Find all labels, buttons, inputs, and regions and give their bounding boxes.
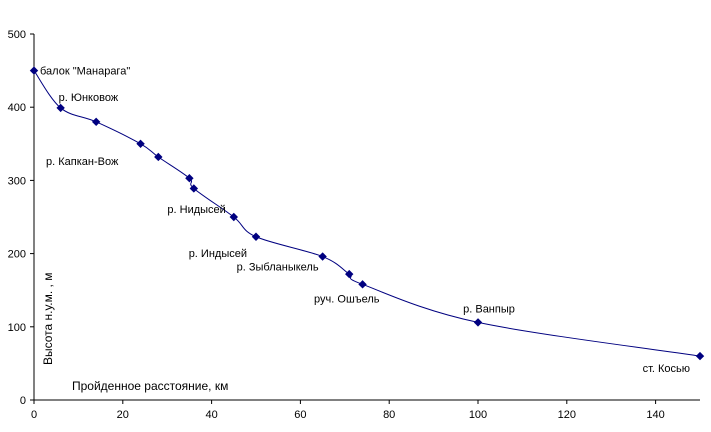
y-tick-label: 0 xyxy=(20,395,26,407)
x-tick-label: 140 xyxy=(646,409,664,421)
x-tick-label: 100 xyxy=(469,409,487,421)
y-tick-label: 500 xyxy=(8,29,26,41)
data-point-marker xyxy=(473,318,483,327)
data-point-marker xyxy=(229,212,239,222)
x-axis-ticks: 0 20 40 60 80 100 120 140 xyxy=(31,400,665,421)
point-annotations: балок "Манарага" р. Юнковож р. Капкан-Вож р… xyxy=(40,66,690,375)
x-tick-label: 0 xyxy=(31,409,37,421)
data-point-marker xyxy=(345,269,354,279)
data-point-marker xyxy=(251,232,261,241)
elevation-series-line xyxy=(33,70,701,357)
point-annotation: ст. Косью xyxy=(643,363,690,375)
x-tick-label: 80 xyxy=(383,409,395,421)
y-tick-label: 300 xyxy=(8,175,26,187)
data-point-marker xyxy=(358,280,367,289)
data-point-markers xyxy=(29,66,705,361)
x-tick-label: 40 xyxy=(205,409,217,421)
point-annotation: р. Юнковож xyxy=(59,92,119,104)
x-tick-label: 60 xyxy=(294,409,306,421)
data-point-marker xyxy=(185,173,194,183)
x-axis-label: Пройденное расстояние, км xyxy=(72,379,228,393)
point-annotation: р. Зыбланыкель xyxy=(237,262,319,274)
data-point-marker xyxy=(154,152,163,162)
point-annotation: р. Индысей xyxy=(189,248,247,260)
point-annotation: балок "Манарага" xyxy=(40,66,130,78)
x-tick-label: 20 xyxy=(117,409,129,421)
point-annotation: руч. Ошъель xyxy=(314,293,380,305)
data-point-marker xyxy=(29,66,39,75)
y-tick-label: 200 xyxy=(8,249,26,261)
data-point-marker xyxy=(695,351,705,361)
y-tick-label: 400 xyxy=(8,102,26,114)
data-point-marker xyxy=(318,252,327,261)
point-annotation: р. Нидысей xyxy=(167,204,225,216)
y-axis-ticks: 0 100 200 300 400 500 xyxy=(8,29,34,407)
x-tick-label: 120 xyxy=(558,409,576,421)
point-annotation: р. Капкан-Вож xyxy=(46,156,119,168)
point-annotation: р. Ванпыр xyxy=(463,303,515,315)
data-point-marker xyxy=(56,103,65,113)
y-axis-label: Высота н.у.м. , м xyxy=(41,273,55,365)
data-point-marker xyxy=(91,117,101,127)
axes xyxy=(33,34,700,401)
data-point-marker xyxy=(189,184,199,193)
y-tick-label: 100 xyxy=(8,322,26,334)
data-point-marker xyxy=(136,139,145,149)
